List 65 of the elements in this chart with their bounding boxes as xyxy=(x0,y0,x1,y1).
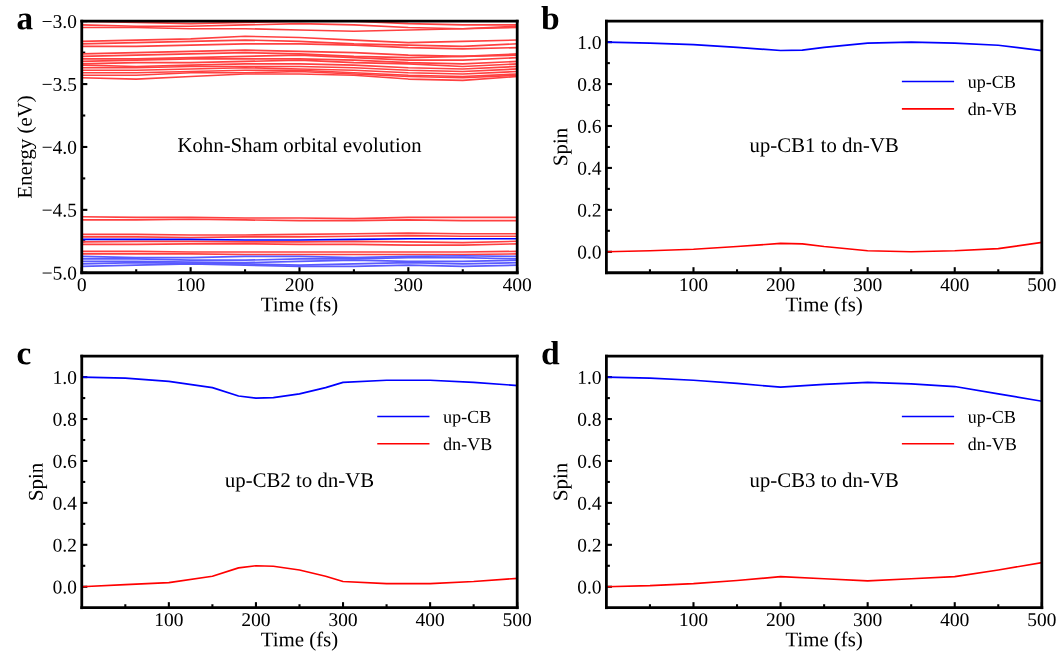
x-tick-label: 300 xyxy=(854,613,882,627)
annotation: up-CB1 to dn-VB xyxy=(749,137,898,157)
y-axis-title: Energy (eV) xyxy=(17,96,37,198)
y-tick-label: 0.0 xyxy=(53,580,77,594)
x-tick-label: 100 xyxy=(177,278,205,292)
y-tick-label: 0.2 xyxy=(577,203,601,217)
x-tick-label: 300 xyxy=(854,278,882,292)
chart-title: c xyxy=(17,348,31,365)
y-tick-label: 1.0 xyxy=(578,370,601,385)
annotation: Kohn-Sham orbital evolution xyxy=(177,137,422,153)
x-tick-label: 500 xyxy=(1028,613,1056,627)
x-tick-label: 200 xyxy=(242,613,270,627)
x-tick-label: 400 xyxy=(940,613,969,627)
chart-title: a xyxy=(17,13,33,30)
legend-label: up-CB xyxy=(443,410,491,427)
x-tick-label: 300 xyxy=(329,613,357,627)
y-tick-label: 0.2 xyxy=(577,538,601,552)
y-tick-label: 0.6 xyxy=(53,454,77,468)
x-tick-label: 300 xyxy=(394,278,423,292)
legend-label: up-CB xyxy=(967,75,1015,92)
legend-label: dn-VB xyxy=(968,437,1016,451)
x-axis-title: Time (fs) xyxy=(785,296,862,316)
x-tick-label: 400 xyxy=(415,613,444,627)
annotation: up-CB2 to dn-VB xyxy=(225,472,374,492)
x-tick-label: 500 xyxy=(1028,278,1056,292)
y-tick-label: 0.4 xyxy=(577,161,602,175)
chart-title: d xyxy=(542,341,560,365)
y-tick-label: 0.2 xyxy=(53,538,76,552)
x-tick-label: 400 xyxy=(502,278,532,292)
x-tick-label: 0 xyxy=(77,278,86,292)
y-tick-label: −3.0 xyxy=(42,15,77,29)
x-axis-title: Time (fs) xyxy=(261,631,338,651)
y-tick-label: 0.6 xyxy=(577,454,601,468)
y-tick-label: 0.8 xyxy=(577,77,601,92)
y-axis-title: Spin xyxy=(28,463,48,500)
y-tick-label: 0.8 xyxy=(53,412,77,427)
y-tick-label: −4.0 xyxy=(42,140,77,154)
x-tick-label: 100 xyxy=(155,613,183,627)
y-tick-label: 0.0 xyxy=(577,245,601,259)
legend-label: up-CB xyxy=(967,410,1015,427)
x-tick-label: 500 xyxy=(503,613,532,627)
x-tick-label: 200 xyxy=(766,613,795,627)
y-axis-title: Spin xyxy=(553,128,572,165)
y-tick-label: 0.0 xyxy=(577,580,601,594)
chart-title: b xyxy=(541,6,559,30)
y-tick-label: −5.0 xyxy=(42,266,77,280)
annotation: up-CB3 to dn-VB xyxy=(749,472,898,492)
y-axis-title: Spin xyxy=(553,463,572,500)
x-tick-label: 400 xyxy=(940,278,969,292)
y-tick-label: 0.4 xyxy=(577,496,602,510)
y-tick-label: 1.0 xyxy=(54,370,77,385)
y-tick-label: −3.5 xyxy=(42,77,77,92)
x-axis-title: Time (fs) xyxy=(785,631,862,651)
x-axis-title: Time (fs) xyxy=(261,296,338,316)
y-tick-label: 0.8 xyxy=(577,412,601,427)
legend-label: dn-VB xyxy=(443,437,492,451)
y-tick-label: 0.6 xyxy=(577,119,601,134)
y-tick-label: −4.5 xyxy=(42,203,77,217)
y-tick-label: 1.0 xyxy=(578,35,601,50)
x-tick-label: 200 xyxy=(285,278,314,292)
x-tick-label: 200 xyxy=(766,278,795,292)
x-tick-label: 100 xyxy=(680,613,708,627)
x-tick-label: 100 xyxy=(680,278,708,292)
y-tick-label: 0.4 xyxy=(53,496,77,510)
legend-label: dn-VB xyxy=(968,102,1016,116)
